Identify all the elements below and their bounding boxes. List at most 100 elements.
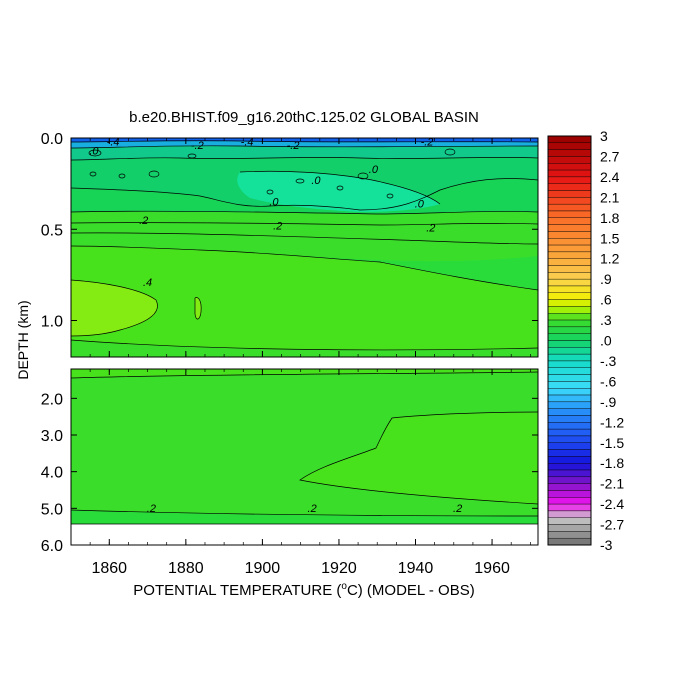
x-tick-label: 1940: [398, 560, 434, 577]
colorbar-box: [547, 278, 592, 287]
lower-contour-fill: [71, 369, 538, 545]
colorbar-box: [547, 435, 592, 443]
colorbar-box: [547, 190, 592, 198]
contour-label: -.2: [421, 136, 434, 148]
colorbar-box: [547, 524, 592, 532]
colorbar-box: [547, 476, 592, 484]
colorbar-label: -2.4: [600, 496, 624, 512]
colorbar-label: -1.8: [600, 455, 624, 471]
contour-label: .0: [415, 199, 425, 211]
colorbar-box: [547, 299, 592, 307]
colorbar-box: [547, 374, 592, 382]
colorbar-box: [547, 319, 592, 328]
colorbar-label: -2.1: [600, 476, 624, 492]
y-tick-label: 4.0: [41, 465, 63, 482]
colorbar-box: [547, 483, 592, 491]
x-tick-label: 1880: [168, 560, 204, 577]
colorbar-box: [547, 388, 592, 396]
colorbar-label: .3: [600, 312, 612, 328]
contour-label: .0: [369, 164, 379, 176]
contour-label: .2: [147, 503, 156, 515]
colorbar-box: [547, 497, 592, 505]
y-tick-label: 1.0: [41, 314, 63, 331]
colorbar-box: [547, 469, 592, 478]
colorbar-label: 1.2: [600, 251, 620, 267]
lower-panel: 2.0 3.0 4.0 5.0 6.0: [41, 368, 539, 555]
colorbar-label: -3: [600, 537, 613, 553]
colorbar-box: [547, 292, 592, 300]
colorbar-box: [547, 224, 592, 232]
colorbar-label: 1.5: [600, 230, 620, 246]
colorbar-label: 2.4: [600, 169, 620, 185]
contour-label: .2: [453, 503, 462, 515]
colorbar-box: [547, 360, 592, 368]
colorbar-label: .0: [600, 333, 612, 349]
chart-title: b.e20.BHIST.f09_g16.20thC.125.02 GLOBAL …: [129, 109, 479, 126]
colorbar-box: [547, 251, 592, 259]
colorbar-box: [547, 326, 592, 334]
y-axis-label: DEPTH (km): [15, 300, 31, 379]
colorbar-label: .9: [600, 271, 612, 287]
colorbar-frame: [547, 135, 592, 546]
colorbar-box: [547, 169, 592, 178]
colorbar-box: [547, 272, 592, 280]
contour-label: .0: [89, 146, 99, 158]
colorbar-box: [547, 449, 592, 457]
colorbar-box: [547, 238, 592, 246]
colorbar-box: [547, 333, 592, 341]
colorbar-label: -.9: [600, 394, 617, 410]
upper-panel: 0.0 0.5 1.0: [41, 131, 539, 358]
contour-label: .2: [273, 220, 282, 232]
colorbar-box: [547, 285, 592, 293]
colorbar-label: 1.8: [600, 210, 620, 226]
y-tick-label: 3.0: [41, 428, 63, 445]
colorbar-box: [547, 503, 592, 512]
colorbar-box: [547, 217, 592, 225]
x-tick-label: 1960: [474, 560, 510, 577]
colorbar-box: [547, 306, 592, 314]
upper-y-ticks: 0.0 0.5 1.0: [41, 131, 538, 331]
colorbar-box: [547, 156, 592, 164]
colorbar-box: [547, 149, 592, 157]
colorbar-box: [547, 347, 592, 355]
colorbar-label: -1.2: [600, 414, 624, 430]
colorbar-box: [547, 531, 592, 539]
colorbar-label: .6: [600, 292, 612, 308]
y-tick-label: 6.0: [41, 538, 63, 555]
colorbar-box: [547, 381, 592, 389]
colorbar-box: [547, 510, 592, 518]
colorbar-label: 2.7: [600, 148, 620, 164]
x-tick-label: 1920: [321, 560, 357, 577]
colorbar-box: [547, 401, 592, 409]
x-axis-label: POTENTIAL TEMPERATURE (oC) (MODEL - OBS): [133, 581, 474, 599]
colorbar-box: [547, 353, 592, 362]
colorbar-box: [547, 517, 592, 525]
x-tick-label: 1860: [91, 560, 127, 577]
colorbar-box: [547, 367, 592, 375]
contour-label: -.2: [191, 140, 204, 152]
upper-contour-fill: [71, 138, 538, 357]
contour-label: .2: [139, 215, 148, 227]
colorbar-box: [547, 313, 592, 321]
contour-label: .0: [311, 175, 321, 187]
colorbar-box: [547, 428, 592, 437]
contour-label: .4: [143, 277, 152, 289]
colorbar-label: -.3: [600, 353, 617, 369]
colorbar-box: [547, 135, 592, 144]
colorbar-box: [547, 231, 592, 239]
contour-label: .2: [308, 503, 317, 515]
colorbar-box: [547, 210, 592, 219]
contour-label: -.4: [241, 136, 254, 148]
colorbar-box: [547, 463, 592, 471]
colorbar-box: [547, 408, 592, 416]
colorbar-label: 3: [600, 128, 608, 144]
lower-y-ticks: 2.0 3.0 4.0 5.0 6.0: [41, 391, 538, 555]
colorbar-box: [547, 422, 592, 430]
colorbar-label: -1.5: [600, 435, 624, 451]
y-tick-label: 0.0: [41, 131, 63, 148]
colorbar-box: [547, 244, 592, 253]
colorbar-box: [547, 456, 592, 464]
contour-label: .2: [426, 222, 435, 234]
colorbar-box: [547, 265, 592, 273]
